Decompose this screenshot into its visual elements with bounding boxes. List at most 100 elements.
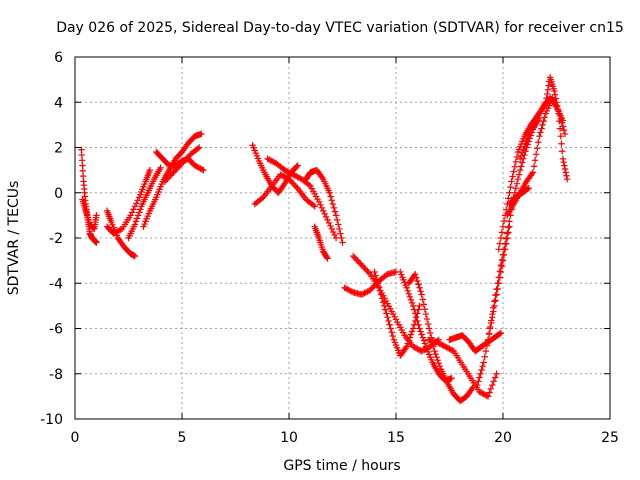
data-point: [474, 381, 481, 389]
data-point: [113, 228, 120, 236]
data-series-track-f: [140, 130, 205, 230]
data-point: [524, 185, 531, 193]
data-point: [443, 344, 450, 351]
data-point: [137, 206, 144, 213]
data-point: [538, 125, 545, 132]
data-point: [436, 363, 444, 370]
x-tick-label: 20: [494, 430, 512, 446]
data-point: [521, 143, 528, 150]
data-point: [195, 164, 203, 172]
data-point: [442, 343, 449, 350]
data-point: [420, 337, 428, 344]
data-point: [490, 304, 497, 311]
data-point: [415, 346, 423, 353]
data-point: [504, 230, 511, 237]
data-point: [444, 344, 452, 352]
data-point: [167, 172, 174, 179]
data-point: [559, 155, 567, 163]
data-point: [421, 306, 429, 313]
data-point: [449, 347, 456, 354]
y-axis-label: SDTVAR / TECUs: [6, 181, 22, 296]
data-point: [320, 207, 327, 215]
data-point: [561, 165, 569, 173]
data-point: [111, 229, 119, 236]
data-point: [326, 189, 333, 196]
data-point: [496, 330, 503, 337]
data-point: [290, 180, 297, 187]
data-point: [412, 271, 419, 278]
data-point: [418, 347, 425, 355]
y-tick-label: 2: [54, 141, 63, 157]
data-point: [278, 172, 286, 179]
data-point: [351, 254, 358, 261]
data-point: [437, 341, 445, 348]
data-point: [359, 290, 367, 298]
data-series-track-c: [103, 207, 139, 260]
data-point: [325, 219, 333, 227]
data-point: [544, 90, 551, 98]
data-series-track-x: [504, 94, 569, 219]
data-point: [483, 392, 490, 399]
data-series-track-y: [516, 74, 571, 183]
data-point: [134, 212, 142, 219]
data-point: [446, 345, 453, 353]
data-point: [268, 157, 276, 165]
data-series-track-j: [251, 171, 318, 210]
data-point: [178, 160, 186, 167]
data-point: [287, 177, 294, 184]
data-point: [200, 166, 207, 174]
data-point: [537, 129, 544, 136]
data-point: [439, 341, 446, 349]
data-point: [491, 374, 499, 381]
data-point: [348, 288, 355, 295]
data-point: [497, 261, 505, 269]
data-point: [478, 366, 485, 374]
y-tick-label: -6: [49, 322, 63, 338]
data-series-track-i: [249, 142, 301, 196]
data-point: [374, 280, 382, 287]
data-point: [490, 378, 497, 385]
data-point: [377, 291, 385, 298]
data-point: [480, 390, 487, 398]
data-point: [552, 95, 559, 102]
data-point: [116, 227, 123, 234]
data-point: [323, 254, 331, 261]
data-point: [292, 172, 300, 180]
data-point: [170, 169, 177, 176]
data-point: [556, 125, 564, 132]
data-point: [414, 277, 421, 285]
y-tick-label: 4: [54, 95, 63, 111]
data-point: [378, 295, 386, 302]
data-point: [387, 325, 394, 332]
data-series-track-t: [446, 329, 505, 355]
data-point: [413, 313, 420, 321]
data-point: [434, 339, 442, 347]
data-point: [403, 343, 410, 350]
data-point: [406, 334, 414, 341]
data-point: [134, 197, 141, 204]
data-point: [163, 176, 170, 184]
data-point: [136, 209, 143, 216]
data-point: [491, 298, 498, 305]
data-point: [535, 139, 542, 146]
data-point: [409, 343, 417, 350]
data-series-track-d: [103, 166, 154, 237]
data-point: [379, 298, 387, 306]
data-point: [497, 268, 505, 276]
data-point: [280, 182, 287, 189]
data-point: [561, 162, 568, 169]
data-point: [557, 132, 564, 140]
data-point: [157, 164, 164, 172]
data-point: [359, 263, 367, 270]
data-point: [324, 255, 331, 262]
data-point: [180, 158, 187, 166]
data-point: [355, 258, 363, 266]
data-point: [328, 225, 335, 233]
data-point: [412, 344, 420, 352]
data-point: [93, 212, 100, 219]
data-point: [317, 201, 324, 209]
data-point: [367, 286, 374, 294]
data-point: [507, 183, 514, 191]
data-point: [516, 166, 524, 174]
